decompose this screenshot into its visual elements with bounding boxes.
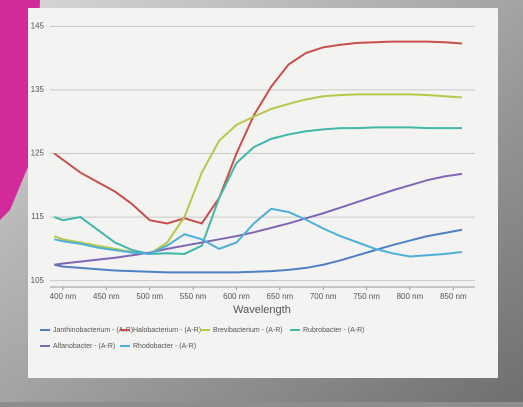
y-tick-label: 115 (31, 212, 44, 221)
legend-label: Alfanobacter - (A-R) (53, 343, 115, 350)
x-tick-label: 500 nm (136, 292, 163, 301)
y-tick-label: 135 (31, 85, 45, 94)
legend-label: Rhodobacter - (A-R) (133, 343, 196, 350)
legend-label: Halobacterium - (A-R) (133, 327, 201, 334)
page: Wavelength 105 115 125 135 145 400 nm 450 nm 50… (0, 0, 523, 402)
x-axis-title: Wavelength (233, 304, 291, 316)
x-tick-label: 800 nm (397, 292, 424, 301)
x-tick-label: 400 nm (50, 292, 77, 301)
chart: Wavelength 105 115 125 135 145 400 nm 450 nm 50… (0, 0, 523, 402)
chart-panel (28, 8, 498, 378)
y-tick-label: 125 (31, 149, 45, 158)
y-tick-label: 145 (31, 21, 45, 30)
x-tick-label: 700 nm (310, 292, 337, 301)
y-tick-label: 105 (31, 276, 45, 285)
x-tick-label: 850 nm (440, 292, 467, 301)
legend-label: Brevibacterium - (A-R) (213, 327, 283, 334)
legend-label: Rubrobacter - (A-R) (303, 327, 364, 334)
x-tick-label: 550 nm (180, 292, 207, 301)
x-tick-label: 750 nm (353, 292, 380, 301)
x-tick-label: 650 nm (267, 292, 294, 301)
x-tick-label: 450 nm (93, 292, 120, 301)
x-tick-label: 600 nm (223, 292, 250, 301)
